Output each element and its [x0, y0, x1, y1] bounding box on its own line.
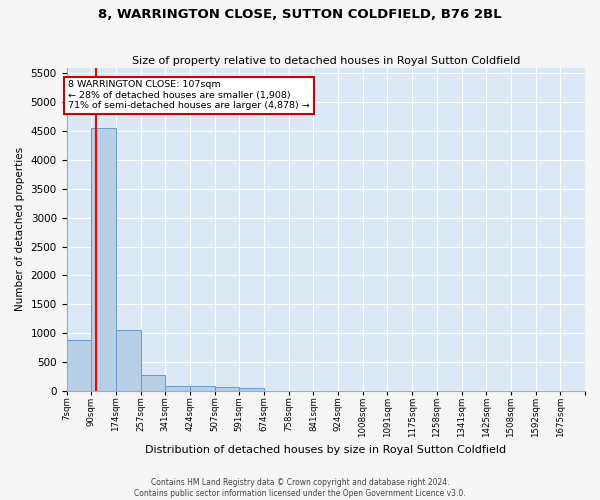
Text: Contains HM Land Registry data © Crown copyright and database right 2024.
Contai: Contains HM Land Registry data © Crown c… — [134, 478, 466, 498]
Bar — [239, 388, 264, 390]
Bar — [67, 340, 91, 390]
Title: Size of property relative to detached houses in Royal Sutton Coldfield: Size of property relative to detached ho… — [131, 56, 520, 66]
Bar — [190, 386, 215, 390]
Bar — [140, 374, 165, 390]
Text: 8, WARRINGTON CLOSE, SUTTON COLDFIELD, B76 2BL: 8, WARRINGTON CLOSE, SUTTON COLDFIELD, B… — [98, 8, 502, 20]
X-axis label: Distribution of detached houses by size in Royal Sutton Coldfield: Distribution of detached houses by size … — [145, 445, 506, 455]
Y-axis label: Number of detached properties: Number of detached properties — [15, 147, 25, 312]
Bar — [215, 388, 239, 390]
Bar — [165, 386, 190, 390]
Bar — [116, 330, 140, 390]
Bar — [91, 128, 116, 390]
Text: 8 WARRINGTON CLOSE: 107sqm
← 28% of detached houses are smaller (1,908)
71% of s: 8 WARRINGTON CLOSE: 107sqm ← 28% of deta… — [68, 80, 310, 110]
